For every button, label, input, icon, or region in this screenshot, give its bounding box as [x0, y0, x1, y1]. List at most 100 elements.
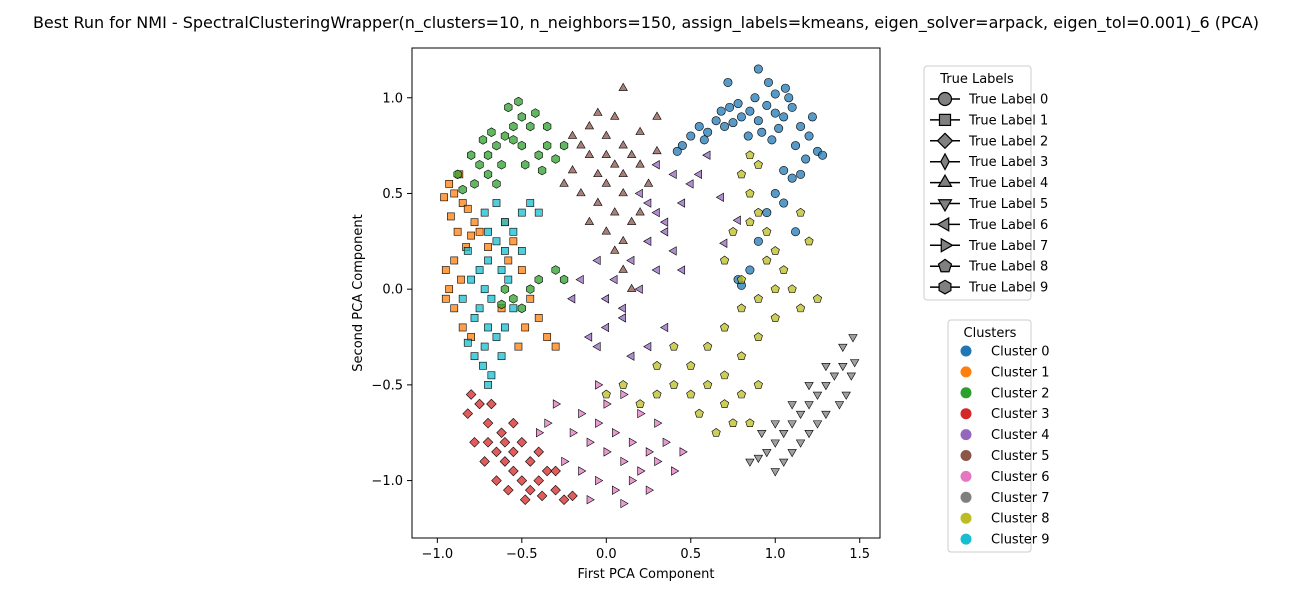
- data-point: [774, 123, 784, 133]
- legend-true-label-entry: True Label 2: [930, 132, 1048, 150]
- legend-cluster-entry: Cluster 7: [960, 491, 1050, 506]
- data-point: [500, 284, 510, 294]
- data-point: [618, 235, 628, 245]
- data-point: [576, 140, 586, 149]
- legend-cluster-swatch: [960, 429, 972, 441]
- x-axis-label: First PCA Component: [578, 567, 715, 582]
- data-point: [504, 275, 513, 284]
- data-point: [501, 247, 509, 255]
- legend-cluster-text: Cluster 5: [991, 449, 1050, 464]
- series-cluster-3: [462, 389, 578, 505]
- data-point: [770, 313, 780, 322]
- data-point: [654, 418, 663, 428]
- data-point: [521, 160, 530, 170]
- data-point: [779, 112, 789, 122]
- data-point: [626, 216, 637, 225]
- data-point: [848, 334, 858, 343]
- data-point: [533, 475, 544, 486]
- data-point: [651, 160, 660, 170]
- legend-true-label-text: True Label 9: [968, 281, 1048, 296]
- data-point: [643, 198, 652, 208]
- data-point: [458, 323, 467, 332]
- legend-cluster-text: Cluster 6: [991, 470, 1050, 485]
- data-point: [652, 389, 662, 399]
- y-tick-label: 0.5: [382, 187, 403, 202]
- data-point: [610, 245, 620, 254]
- legend-cluster-swatch: [960, 470, 972, 482]
- data-point: [500, 131, 510, 141]
- data-point: [745, 265, 755, 275]
- legend-marker: [936, 132, 954, 150]
- data-point: [676, 265, 686, 275]
- data-point: [463, 338, 472, 347]
- data-point: [595, 475, 604, 486]
- data-point: [796, 121, 806, 131]
- data-point: [720, 399, 730, 408]
- data-point: [753, 293, 763, 303]
- legend-true-label-entry: True Label 0: [930, 91, 1048, 108]
- data-point: [561, 456, 570, 467]
- data-point: [467, 231, 476, 240]
- data-point: [470, 314, 479, 322]
- data-point: [703, 341, 713, 351]
- data-point: [543, 140, 552, 151]
- data-point: [654, 456, 663, 467]
- data-point: [551, 265, 560, 275]
- data-point: [550, 465, 561, 477]
- data-point: [617, 313, 626, 323]
- data-point: [496, 427, 507, 438]
- legend-cluster-swatch: [960, 512, 972, 524]
- x-tick-label: 1.0: [765, 547, 786, 562]
- data-point: [849, 359, 860, 368]
- data-point: [550, 484, 561, 496]
- x-tick-label: 0.5: [680, 547, 701, 562]
- data-point: [618, 264, 628, 273]
- data-point: [503, 484, 514, 496]
- data-point: [679, 447, 688, 457]
- data-point: [508, 446, 519, 458]
- data-point: [584, 121, 595, 130]
- data-point: [492, 237, 501, 246]
- data-point: [458, 184, 467, 195]
- data-point: [499, 456, 511, 467]
- legend-cluster-entry: Cluster 9: [960, 533, 1050, 548]
- series-cluster-0: [672, 64, 828, 290]
- data-point: [509, 121, 518, 132]
- data-point: [504, 256, 513, 265]
- data-point: [770, 420, 780, 429]
- data-point: [801, 154, 811, 164]
- data-point: [635, 399, 645, 408]
- data-point: [780, 83, 790, 93]
- data-point: [467, 150, 476, 160]
- data-point: [743, 131, 753, 141]
- data-point: [643, 178, 654, 187]
- data-point: [470, 352, 479, 361]
- data-point: [609, 274, 618, 285]
- data-point: [719, 238, 728, 248]
- legend-cluster-swatch: [960, 533, 972, 545]
- data-point: [652, 145, 662, 155]
- data-point: [450, 304, 459, 313]
- data-point: [484, 256, 492, 265]
- legend-marker: [938, 113, 952, 127]
- data-point: [770, 468, 780, 477]
- data-point: [610, 159, 620, 168]
- data-point: [634, 188, 643, 199]
- data-point: [517, 112, 526, 122]
- data-point: [487, 127, 496, 137]
- x-tick-label: −0.5: [506, 547, 538, 562]
- data-point: [753, 64, 763, 74]
- data-point: [818, 150, 828, 160]
- data-point: [807, 112, 817, 122]
- legend-true-labels-title: True Labels: [939, 72, 1014, 87]
- legend-true-label-text: True Label 7: [968, 239, 1048, 254]
- plot-frame: [411, 47, 881, 539]
- legend-cluster-text: Cluster 8: [991, 512, 1050, 527]
- data-point: [626, 149, 637, 158]
- data-point: [479, 456, 490, 467]
- x-axis: −1.0 −0.5 0.0 0.5 1.0 1.5: [422, 538, 870, 562]
- data-point: [645, 485, 654, 495]
- data-point: [531, 108, 540, 118]
